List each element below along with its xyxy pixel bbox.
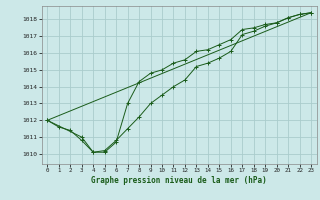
X-axis label: Graphe pression niveau de la mer (hPa): Graphe pression niveau de la mer (hPa) <box>91 176 267 185</box>
